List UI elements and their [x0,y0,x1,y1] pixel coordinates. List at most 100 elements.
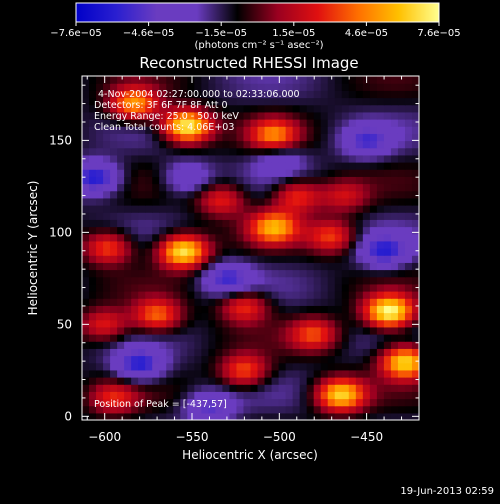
heatmap-cell [187,269,195,278]
heatmap-cell [89,255,97,263]
heatmap-cell [215,190,224,199]
heatmap-cell [397,319,406,328]
heatmap-cell [404,233,413,242]
heatmap-cell [383,262,392,271]
heatmap-cell [376,83,385,91]
heatmap-cell [145,111,153,120]
heatmap-cell [89,334,97,342]
heatmap-cell [313,162,322,170]
heatmap-cell [215,283,224,292]
heatmap-cell [355,334,364,342]
heatmap-cell [285,140,294,149]
x-tick-label: −600 [88,430,121,444]
heatmap-cell [208,283,216,292]
heatmap-cell [397,83,406,91]
heatmap-cell [208,334,216,342]
heatmap-cell [383,176,392,185]
heatmap-cell [243,197,252,206]
heatmap-cell [103,83,111,91]
heatmap-cell [131,369,139,378]
heatmap-cell [362,334,371,342]
heatmap-cell [376,162,385,170]
heatmap-cell [404,240,413,249]
heatmap-cell [208,205,216,213]
heatmap-cell [348,133,357,142]
heatmap-cell [215,348,224,357]
heatmap-cell [397,169,406,177]
heatmap-cell [222,384,231,392]
heatmap-cell [89,276,97,285]
heatmap-cell [362,205,371,213]
heatmap-cell [166,126,174,134]
heatmap-cell [208,154,216,163]
heatmap-cell [173,97,181,106]
heatmap-cell [110,326,118,335]
heatmap-cell [313,276,322,285]
heatmap-cell [250,212,259,220]
heatmap-cell [404,334,413,342]
heatmap-cell [103,197,111,206]
heatmap-cell [166,240,174,249]
heatmap-cell [173,219,181,228]
heatmap-cell [89,362,97,371]
heatmap-cell [306,90,315,99]
heatmap-cell [138,111,146,120]
heatmap-cell [278,391,287,400]
heatmap-cell [320,219,329,228]
heatmap-cell [362,183,371,192]
heatmap-cell [159,219,167,228]
heatmap-cell [110,362,118,371]
heatmap-cell [264,90,273,99]
heatmap-cell [117,269,125,278]
heatmap-cell [313,355,322,364]
heatmap-cell [299,276,308,285]
heatmap-cell [271,398,280,407]
heatmap-cell [334,348,343,357]
heatmap-cell [208,391,216,400]
heatmap-cell [215,248,224,256]
heatmap-cell [187,384,195,392]
heatmap-cell [201,76,209,84]
heatmap-cell [376,348,385,357]
heatmap-cell [180,341,188,349]
heatmap-cell [369,305,378,314]
heatmap-cell [306,219,315,228]
heatmap-cell [152,398,160,407]
heatmap-cell [194,90,202,99]
heatmap-cell [117,76,125,84]
heatmap-cell [264,391,273,400]
heatmap-cell [138,205,146,213]
heatmap-cell [201,341,209,349]
heatmap-cell [152,212,160,220]
heatmap-cell [110,219,118,228]
heatmap-cell [208,269,216,278]
heatmap-cell [152,104,160,113]
heatmap-cell [103,412,111,420]
heatmap-cell [292,90,301,99]
heatmap-cell [285,305,294,314]
heatmap-cell [362,369,371,378]
heatmap-cell [264,169,273,177]
heatmap-cell [292,133,301,142]
heatmap-cell [173,319,181,328]
heatmap-cell [131,205,139,213]
heatmap-cell [236,240,245,249]
heatmap-cell [180,126,188,134]
heatmap-cell [138,326,146,335]
heatmap-cell [390,154,399,163]
heatmap-cell [89,341,97,349]
heatmap-cell [117,341,125,349]
heatmap-cell [166,111,174,120]
heatmap-cell [215,169,224,177]
heatmap-cell [173,276,181,285]
heatmap-cell [180,133,188,142]
heatmap-cell [117,104,125,113]
heatmap-cell [89,391,97,400]
heatmap-cell [103,405,111,414]
heatmap-cell [271,377,280,385]
heatmap-cell [208,326,216,335]
heatmap-cell [250,90,259,99]
heatmap-cell [110,377,118,385]
heatmap-cell [215,219,224,228]
heatmap-cell [117,283,125,292]
